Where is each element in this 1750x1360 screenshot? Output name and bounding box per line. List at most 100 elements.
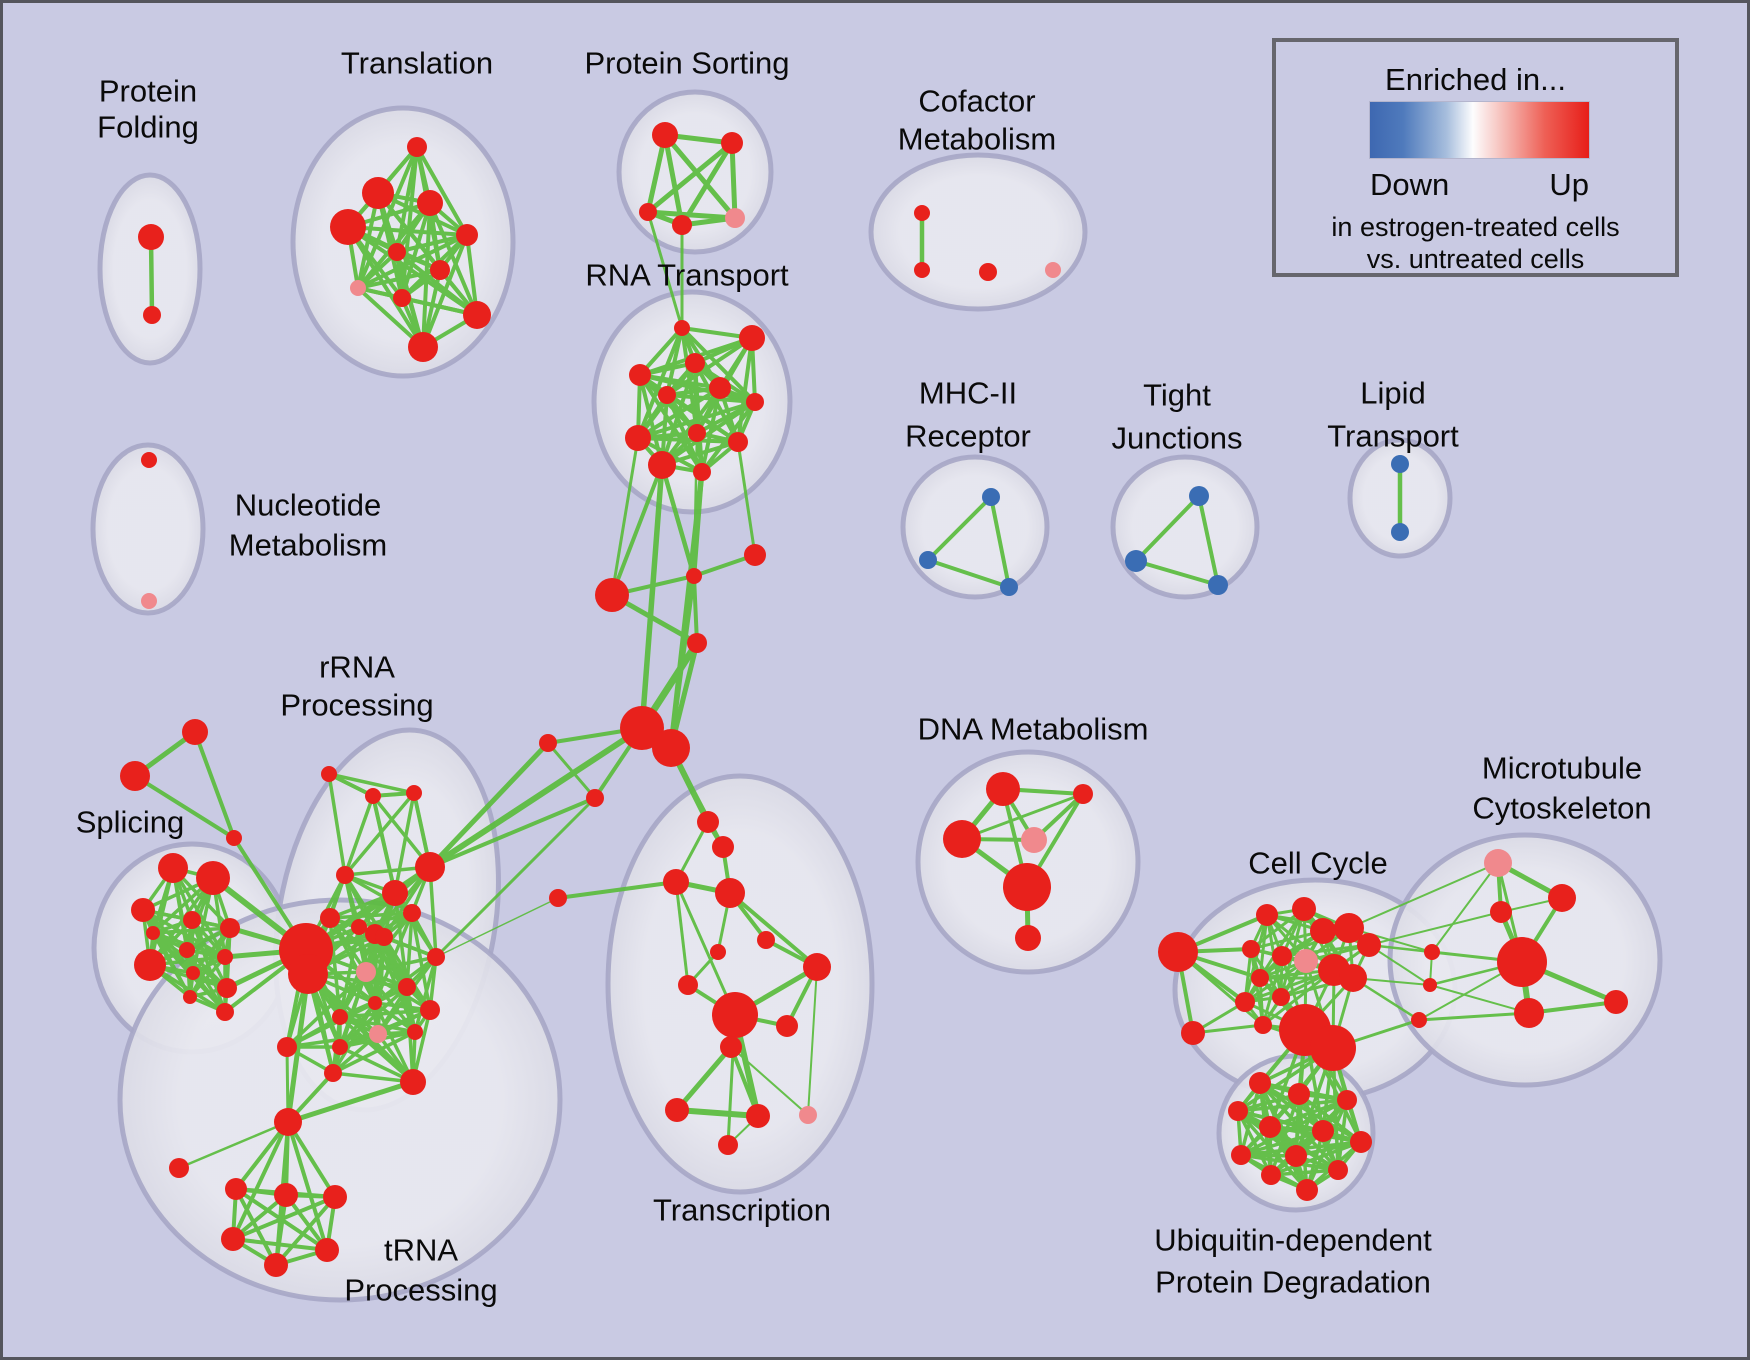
node-c14 [1272, 988, 1290, 1006]
edge [736, 440, 757, 557]
edge [680, 326, 757, 404]
node-rt3 [629, 364, 651, 386]
node-u7 [1350, 1131, 1372, 1153]
node-rt4 [685, 353, 705, 373]
node-tj3 [1208, 575, 1228, 595]
edge [1269, 1168, 1340, 1177]
node-b3 [1411, 1012, 1427, 1028]
edge [151, 926, 232, 935]
node-dm2 [1073, 784, 1093, 804]
edge [428, 865, 438, 959]
edge [989, 495, 1011, 589]
node-m3 [1490, 901, 1512, 923]
edge [327, 772, 375, 798]
edge [435, 897, 559, 958]
legend-title: Enriched in... [1385, 62, 1566, 97]
edge [343, 794, 375, 877]
edge [1134, 494, 1201, 563]
node-sp3 [595, 578, 629, 612]
node-rr17 [407, 1024, 423, 1040]
node-c16 [1254, 1016, 1272, 1034]
node-tx2 [712, 836, 734, 858]
edge [327, 772, 416, 795]
node-tn3 [323, 1185, 347, 1209]
edge [177, 1120, 290, 1170]
cluster-label-mhc-ii-receptor: Receptor [905, 419, 1031, 454]
cluster-label-tight-junctions: Tight [1143, 378, 1211, 413]
node-rr3 [336, 866, 354, 884]
node-tx7 [678, 975, 698, 995]
edge [373, 1001, 417, 1034]
node-sl2 [196, 861, 230, 895]
cluster-label-rna-transport: RNA Transport [585, 258, 789, 293]
edge [926, 558, 1011, 589]
node-sl13 [216, 1003, 234, 1021]
edge [1348, 862, 1499, 929]
edge [286, 1120, 337, 1199]
node-dm5 [1003, 863, 1051, 911]
edge [305, 971, 416, 1085]
edge [1197, 494, 1220, 587]
edge [679, 140, 735, 228]
node-sl9 [217, 949, 233, 965]
node-rr12 [398, 978, 416, 996]
node-u9 [1285, 1145, 1307, 1167]
node-tx1 [697, 811, 719, 833]
edge [926, 495, 993, 562]
node-sl5 [146, 926, 160, 940]
node-m5 [1514, 998, 1544, 1028]
node-c6 [1334, 913, 1364, 943]
edge [1429, 984, 1530, 1014]
edge [807, 966, 818, 1116]
node-m4 [1497, 937, 1547, 987]
node-b1 [1424, 944, 1440, 960]
edge [285, 1032, 380, 1049]
edge [331, 1071, 415, 1084]
node-u4 [1337, 1090, 1357, 1110]
node-rr18 [332, 1039, 348, 1055]
node-u1 [1249, 1072, 1271, 1094]
edge [382, 935, 432, 1012]
node-rr7 [320, 908, 340, 928]
edge [659, 462, 697, 579]
edge [188, 955, 227, 999]
cluster-label-rrna-processing: rRNA [319, 650, 395, 685]
node-mh3 [1000, 578, 1018, 596]
edge [1236, 1098, 1349, 1113]
edge [636, 326, 684, 440]
node-u2 [1288, 1083, 1310, 1105]
node-c10 [1294, 949, 1318, 973]
edge [285, 971, 311, 1125]
node-nm2 [141, 593, 157, 609]
node-tx11 [720, 1036, 742, 1058]
cluster-label-lipid-transport: Lipid [1360, 376, 1426, 411]
edge [286, 1120, 329, 1252]
node-ps4 [672, 215, 692, 235]
edge [231, 1237, 329, 1252]
node-tx5 [757, 931, 775, 949]
node-tl2 [362, 177, 394, 209]
node-tl7 [430, 260, 450, 280]
node-u11 [1261, 1165, 1281, 1185]
node-rt10 [728, 432, 748, 452]
edge [636, 400, 757, 440]
edge [1269, 1140, 1363, 1177]
node-tl1 [407, 137, 427, 157]
cluster-label-protein-folding: Protein [99, 74, 197, 109]
node-rt7 [746, 393, 764, 411]
cluster-label-trna-processing: tRNA [384, 1233, 458, 1268]
node-rr19 [277, 1037, 297, 1057]
edge [285, 1079, 416, 1125]
edge [133, 774, 236, 840]
node-u6 [1312, 1120, 1334, 1142]
edge [395, 233, 469, 254]
edge [1239, 1129, 1325, 1157]
node-tx10 [776, 1015, 798, 1037]
node-m2 [1548, 884, 1576, 912]
node-pf2 [143, 306, 161, 324]
edge [1417, 1011, 1531, 1022]
cluster-label-cofactor-metabolism: Cofactor [918, 84, 1035, 119]
node-tn_hub [274, 1108, 302, 1136]
node-tn_iso [169, 1158, 189, 1178]
